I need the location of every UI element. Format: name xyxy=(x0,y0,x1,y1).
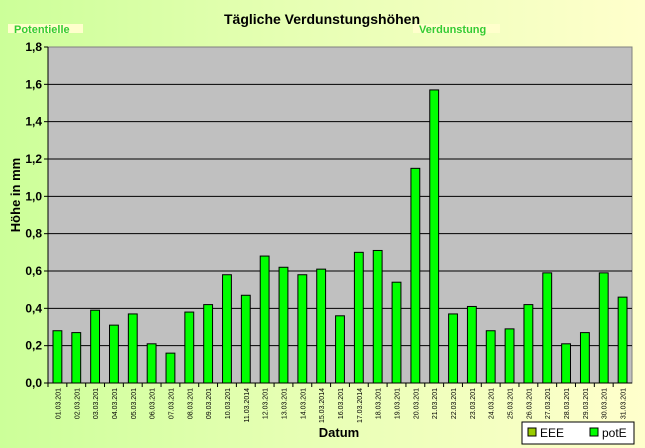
x-tick-label: 20.03.201 xyxy=(413,388,420,419)
bar-pote xyxy=(485,330,496,384)
y-axis-label: Höhe in mm xyxy=(8,158,23,232)
bar-pote xyxy=(316,268,327,384)
bar-pote xyxy=(165,352,176,384)
x-tick-label: 02.03.201 xyxy=(74,388,81,419)
bar-pote xyxy=(542,272,553,384)
x-tick-label: 19.03.201 xyxy=(395,388,402,419)
bar-pote xyxy=(259,255,270,384)
overlay-label-left: Potentielle xyxy=(14,24,70,36)
bar-pote xyxy=(71,332,82,384)
bar-pote xyxy=(561,343,571,384)
x-tick-label: 10.03.201 xyxy=(225,388,232,419)
bar-pote xyxy=(391,281,402,384)
bar-pote xyxy=(353,251,364,384)
x-tick-label: 08.03.201 xyxy=(187,388,194,419)
bar-pote xyxy=(297,274,308,384)
x-tick-label: 15.03.2014 xyxy=(319,388,326,423)
x-tick-label: 05.03.201 xyxy=(131,388,138,419)
bar-pote xyxy=(523,304,534,384)
bar-pote xyxy=(372,249,383,384)
bar-pote xyxy=(203,304,214,384)
overlay-box-left xyxy=(8,24,83,33)
bar-pote xyxy=(617,296,628,384)
y-tick-label: 0,0 xyxy=(25,376,42,390)
y-tick-label: 0,4 xyxy=(25,301,42,315)
y-tick-label: 1,0 xyxy=(25,189,42,203)
bar-pote xyxy=(410,167,421,384)
x-tick-label: 25.03.201 xyxy=(508,388,515,419)
x-tick-label: 11.03.2014 xyxy=(244,388,251,423)
x-tick-label: 07.03.201 xyxy=(168,388,175,419)
bar-pote xyxy=(127,313,138,384)
bar-pote xyxy=(109,324,119,384)
x-tick-label: 12.03.201 xyxy=(263,388,270,419)
x-tick-label: 24.03.201 xyxy=(489,388,496,419)
y-tick-label: 1,2 xyxy=(25,152,42,166)
bar-pote xyxy=(240,294,251,384)
gridlines xyxy=(44,46,632,384)
x-tick-label: 16.03.201 xyxy=(338,388,345,419)
x-tick-label: 17.03.2014 xyxy=(357,388,364,423)
bar-pote xyxy=(184,311,195,384)
x-tick-label: 14.03.201 xyxy=(300,388,307,419)
legend: EEE potE xyxy=(521,421,635,445)
x-tick-label: 18.03.201 xyxy=(376,388,383,419)
x-tick-label: 29.03.201 xyxy=(583,388,590,419)
y-tick-label: 0,6 xyxy=(25,264,42,278)
chart-title: Tägliche Verdunstungshöhen xyxy=(224,11,420,27)
legend-label-pote: potE xyxy=(602,426,627,440)
x-tick-label: 21.03.201 xyxy=(432,388,439,419)
bar-pote xyxy=(278,266,289,384)
y-tick-label: 1,4 xyxy=(25,115,42,129)
bar-pote xyxy=(448,313,458,384)
y-tick-label: 0,8 xyxy=(25,227,42,241)
x-axis-label: Datum xyxy=(319,425,359,440)
y-tick-label: 0,2 xyxy=(25,339,42,353)
x-tick-label: 28.03.201 xyxy=(564,388,571,419)
legend-swatch-pote xyxy=(589,427,599,437)
x-tick-label: 04.03.201 xyxy=(112,388,119,419)
bar-pote xyxy=(90,309,101,384)
x-tick-label: 03.03.201 xyxy=(93,388,100,419)
y-tick-labels: 0,0 0,2 0,4 0,6 0,8 1,0 1,2 1,4 1,6 1,8 xyxy=(25,40,42,390)
legend-label-eee: EEE xyxy=(540,426,564,440)
legend-swatch-eee xyxy=(527,427,537,437)
x-tick-label: 23.03.201 xyxy=(470,388,477,419)
bar-pote xyxy=(466,305,477,384)
x-tick-labels: 01.03.201 02.03.201 03.03.201 04.03.201 05.0… xyxy=(47,383,628,423)
y-tick-label: 1,6 xyxy=(25,77,42,91)
x-tick-label: 26.03.201 xyxy=(526,388,533,419)
x-tick-label: 22.03.201 xyxy=(451,388,458,419)
overlay-label-right: Verdunstung xyxy=(419,24,486,36)
bar-pote xyxy=(146,343,157,384)
x-tick-label: 30.03.201 xyxy=(602,388,609,419)
y-tick-label: 1,8 xyxy=(25,40,42,54)
bar-pote xyxy=(429,89,440,384)
bar-pote xyxy=(504,328,515,384)
bar-pote xyxy=(579,332,590,384)
bar-pote xyxy=(598,272,609,384)
x-tick-label: 06.03.201 xyxy=(150,388,157,419)
overlay-box-right xyxy=(413,24,500,33)
bar-pote xyxy=(52,330,63,384)
legend-box xyxy=(521,421,635,445)
x-tick-label: 27.03.201 xyxy=(545,388,552,419)
bar-pote xyxy=(335,315,345,384)
x-tick-label: 09.03.201 xyxy=(206,388,213,419)
bar-pote xyxy=(222,274,232,384)
x-tick-label: 13.03.201 xyxy=(281,388,288,419)
x-tick-label: 01.03.201 xyxy=(55,388,62,419)
x-tick-label: 31.03.201 xyxy=(621,388,628,419)
